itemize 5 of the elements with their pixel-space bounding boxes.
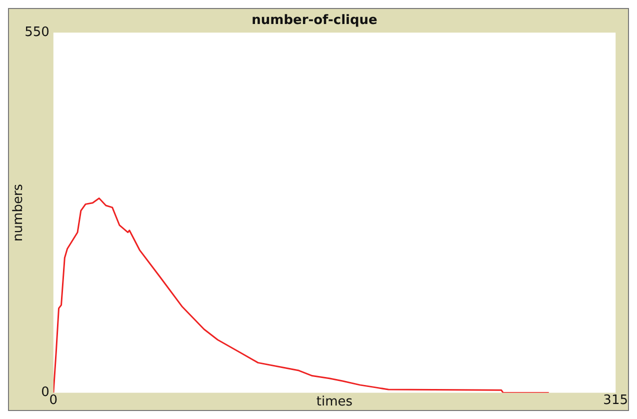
y-tick-label: 550 (24, 24, 50, 40)
x-axis-title: times (316, 394, 353, 410)
chart-title: number-of-clique (252, 13, 378, 28)
x-tick-label: 315 (603, 392, 628, 408)
y-axis-title: numbers (11, 184, 26, 242)
